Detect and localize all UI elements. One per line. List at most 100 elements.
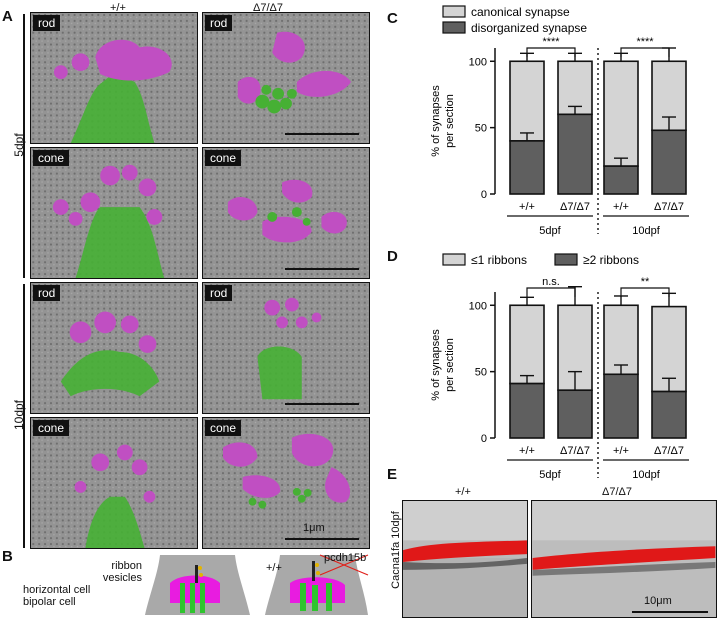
legend-label: canonical synapse (471, 5, 570, 19)
label-bipolar-cell: bipolar cell (23, 596, 76, 608)
legend-label: ≤1 ribbons (471, 253, 527, 267)
x-tick-label: +/+ (613, 201, 629, 213)
bar-lower (509, 382, 545, 439)
em-cone-mut-5dpf: cone (202, 147, 370, 279)
em-rod-mut-5dpf: rod (202, 12, 370, 144)
panel-label-e: E (387, 466, 398, 483)
bar-lower (603, 165, 639, 195)
scale-bar-e (632, 611, 708, 613)
bar-lower (651, 390, 687, 439)
schematic-labels: ribbon vesicles (70, 560, 142, 584)
significance-label: n.s. (542, 276, 560, 288)
scale-bar (285, 133, 359, 135)
panel-label-d: D (387, 248, 398, 265)
bar-lower (509, 140, 545, 195)
label-ribbon: ribbon (111, 560, 142, 572)
legend-label: ≥2 ribbons (583, 253, 639, 267)
significance-bracket (620, 47, 670, 57)
x-tick-label: +/+ (519, 445, 535, 457)
panel-label-c: C (387, 10, 398, 27)
bar-upper (603, 304, 639, 376)
bar-upper (603, 60, 639, 167)
x-tick-label: Δ7/Δ7 (560, 201, 590, 213)
tag-rod: rod (205, 285, 233, 301)
col-label-mut: Δ7/Δ7 (253, 2, 283, 14)
legend-swatch (442, 5, 466, 18)
scale-bar (285, 268, 359, 270)
y-tick-label: 50 (475, 367, 487, 379)
fluor-image-mut: 10μm (531, 500, 717, 618)
significance-label: **** (636, 36, 654, 48)
group-label: 5dpf (539, 225, 561, 237)
em-rod-mut-10dpf: rod (202, 282, 370, 414)
x-tick-label: +/+ (613, 445, 629, 457)
em-cone-mut-10dpf: cone 1μm (202, 417, 370, 549)
significance-bracket (620, 287, 670, 297)
tag-rod: rod (33, 15, 61, 31)
e-col-label-mut: Δ7/Δ7 (602, 486, 632, 498)
row-label-10dpf: 10dpf (12, 399, 26, 431)
y-tick-label: 50 (475, 123, 487, 135)
fluor-image-wt (402, 500, 528, 618)
legend-swatch (442, 253, 466, 266)
tag-cone: cone (33, 420, 70, 436)
em-cone-wt-10dpf: cone (30, 417, 198, 549)
chart-d: ≤1 ribbons ≥2 ribbons 0 50 100 % of synapses p… (430, 253, 689, 481)
bracket-10dpf (23, 284, 25, 548)
scale-label-e: 10μm (644, 595, 672, 607)
bar-lower (651, 129, 687, 195)
panel-label-a: A (2, 8, 13, 25)
x-tick-label: Δ7/Δ7 (560, 445, 590, 457)
schematic-labels-2: horizontal cell bipolar cell (23, 584, 90, 608)
x-tick-label: +/+ (519, 201, 535, 213)
bar-upper (651, 305, 687, 393)
col-label-wt: +/+ (110, 2, 126, 14)
tag-cone: cone (33, 150, 70, 166)
row-label-5dpf: 5dpf (12, 133, 26, 157)
group-label: 5dpf (539, 469, 561, 481)
bar-upper (509, 304, 545, 385)
y-axis-label: per section (444, 338, 456, 392)
legend-swatch (554, 253, 578, 266)
em-rod-wt-5dpf: rod (30, 12, 198, 144)
label-wt: +/+ (266, 562, 282, 574)
em-rod-wt-10dpf: rod (30, 282, 198, 414)
e-col-label-wt: +/+ (455, 486, 471, 498)
tag-cone: cone (205, 420, 242, 436)
y-tick-label: 100 (469, 56, 487, 68)
label-horizontal-cell: horizontal cell (23, 584, 91, 596)
tag-rod: rod (33, 285, 61, 301)
synapse-schematic (145, 554, 369, 615)
scale-bar (285, 538, 359, 540)
scale-bar (285, 403, 359, 405)
y-axis-label: per section (444, 94, 456, 148)
tag-rod: rod (205, 15, 233, 31)
y-tick-label: 100 (469, 300, 487, 312)
label-pcdh15b: pcdh15b (324, 552, 367, 564)
significance-label: ** (641, 276, 650, 288)
significance-label: **** (542, 36, 560, 48)
x-tick-label: Δ7/Δ7 (654, 201, 684, 213)
group-label: 10dpf (632, 225, 660, 237)
bracket-5dpf (23, 14, 25, 278)
significance-bracket (526, 47, 576, 57)
label-vesicles: vesicles (102, 572, 142, 584)
panel-label-b: B (2, 548, 13, 565)
scale-label: 1μm (303, 522, 325, 534)
significance-bracket (526, 287, 576, 297)
x-tick-label: Δ7/Δ7 (654, 445, 684, 457)
legend-label: disorganized synapse (471, 21, 587, 35)
e-ylabel: Cacna1fa 10dpf (390, 511, 402, 589)
bar-upper (509, 60, 545, 142)
em-cone-wt-5dpf: cone (30, 147, 198, 279)
y-axis-label: % of synapses (430, 329, 442, 401)
group-label: 10dpf (632, 469, 660, 481)
y-axis-label: % of synapses (430, 85, 442, 157)
y-tick-label: 0 (481, 433, 487, 445)
chart-c: canonical synapse disorganized synapse 0 50… (430, 5, 689, 237)
bar-lower (603, 373, 639, 439)
bar-lower (557, 113, 593, 195)
bar-lower (557, 389, 593, 439)
tag-cone: cone (205, 150, 242, 166)
y-tick-label: 0 (481, 189, 487, 201)
